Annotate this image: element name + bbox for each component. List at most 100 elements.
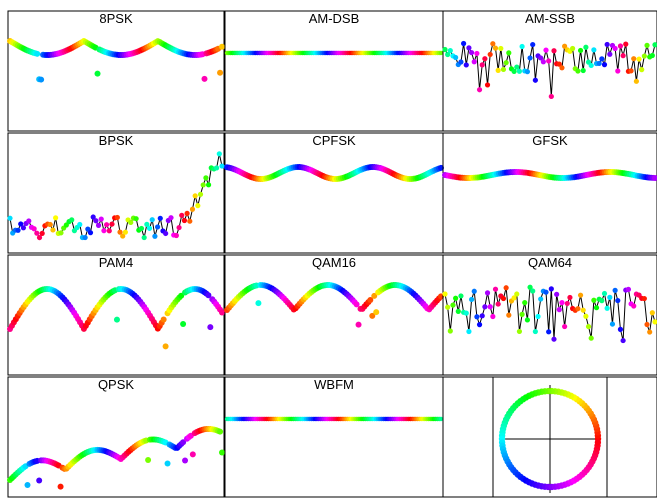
- data-point: [593, 305, 600, 311]
- data-point: [548, 93, 554, 100]
- panel-frame: [442, 10, 657, 132]
- data-point: [180, 439, 187, 446]
- data-point: [145, 456, 152, 463]
- panel-cpfsk: CPFSK: [224, 132, 444, 254]
- data-point: [538, 55, 544, 61]
- data-point: [524, 317, 531, 323]
- data-point: [7, 215, 13, 221]
- panel-am-ssb: AM-SSB: [442, 10, 657, 132]
- data-point: [506, 312, 512, 318]
- data-point: [162, 343, 169, 350]
- data-point: [500, 66, 507, 73]
- data-point: [511, 295, 517, 301]
- data-point: [556, 307, 562, 313]
- data-point: [463, 62, 469, 68]
- data-point: [53, 215, 59, 221]
- data-point: [474, 314, 480, 320]
- data-point: [615, 297, 621, 304]
- data-point: [189, 451, 196, 458]
- data-point: [495, 67, 501, 73]
- data-point: [187, 218, 193, 224]
- data-point: [569, 45, 576, 52]
- data-point: [649, 310, 655, 316]
- data-point: [562, 43, 568, 49]
- data-point: [519, 311, 525, 317]
- data-point: [442, 291, 448, 297]
- data-point: [24, 481, 31, 488]
- data-point: [205, 292, 212, 299]
- data-point: [498, 45, 504, 52]
- data-point: [152, 233, 158, 239]
- data-point: [438, 50, 444, 56]
- data-point: [601, 62, 608, 68]
- data-point: [445, 51, 451, 58]
- data-point: [500, 295, 507, 302]
- data-point: [214, 165, 220, 171]
- data-point: [471, 288, 477, 294]
- data-point: [482, 56, 488, 62]
- data-point: [559, 65, 565, 71]
- data-point: [519, 43, 525, 50]
- data-point: [540, 59, 546, 65]
- data-point: [503, 285, 509, 291]
- data-point: [180, 320, 187, 327]
- data-point: [532, 328, 538, 335]
- data-point: [532, 77, 538, 83]
- panel-title: 8PSK: [99, 11, 133, 26]
- data-point: [620, 53, 626, 59]
- data-point: [95, 222, 102, 228]
- data-point: [612, 45, 618, 52]
- data-point: [69, 217, 75, 223]
- panel-frame: [224, 254, 444, 376]
- data-point: [216, 151, 222, 157]
- data-point: [604, 305, 610, 311]
- panel-title: CPFSK: [312, 133, 356, 148]
- data-point: [577, 47, 584, 54]
- data-point: [122, 229, 128, 235]
- data-point: [50, 227, 56, 233]
- data-point: [479, 313, 485, 319]
- data-point: [154, 224, 161, 230]
- data-point: [530, 288, 536, 294]
- data-point: [369, 312, 376, 319]
- data-point: [620, 337, 626, 344]
- data-point: [466, 45, 472, 51]
- panel-title: AM-DSB: [309, 11, 360, 26]
- data-point: [38, 76, 45, 83]
- data-point: [181, 217, 188, 224]
- data-point: [353, 301, 360, 308]
- panel-title: GFSK: [532, 133, 568, 148]
- data-point: [476, 322, 483, 328]
- data-point: [604, 41, 610, 48]
- series-line: [9, 153, 223, 239]
- data-point: [450, 302, 456, 308]
- data-point: [601, 290, 608, 297]
- data-point: [607, 294, 613, 300]
- data-point: [490, 313, 496, 320]
- data-point: [219, 163, 225, 169]
- data-point: [138, 225, 145, 232]
- data-point: [628, 68, 634, 74]
- data-point: [506, 50, 512, 56]
- data-point: [588, 335, 594, 341]
- data-point: [649, 52, 655, 59]
- data-point: [583, 44, 589, 50]
- data-point: [511, 68, 517, 74]
- data-point: [36, 477, 43, 484]
- data-point: [207, 324, 214, 331]
- data-point: [94, 70, 101, 77]
- data-point: [639, 67, 645, 73]
- data-point: [93, 218, 99, 224]
- data-point: [641, 295, 647, 302]
- data-point: [609, 321, 616, 327]
- data-point: [617, 43, 624, 49]
- data-point: [583, 313, 589, 319]
- data-point: [599, 298, 605, 304]
- data-point: [82, 234, 88, 241]
- data-point: [516, 328, 523, 335]
- data-point: [205, 182, 212, 188]
- data-point: [468, 296, 475, 303]
- data-point: [548, 286, 554, 292]
- panel-8psk: 8PSK: [7, 10, 225, 132]
